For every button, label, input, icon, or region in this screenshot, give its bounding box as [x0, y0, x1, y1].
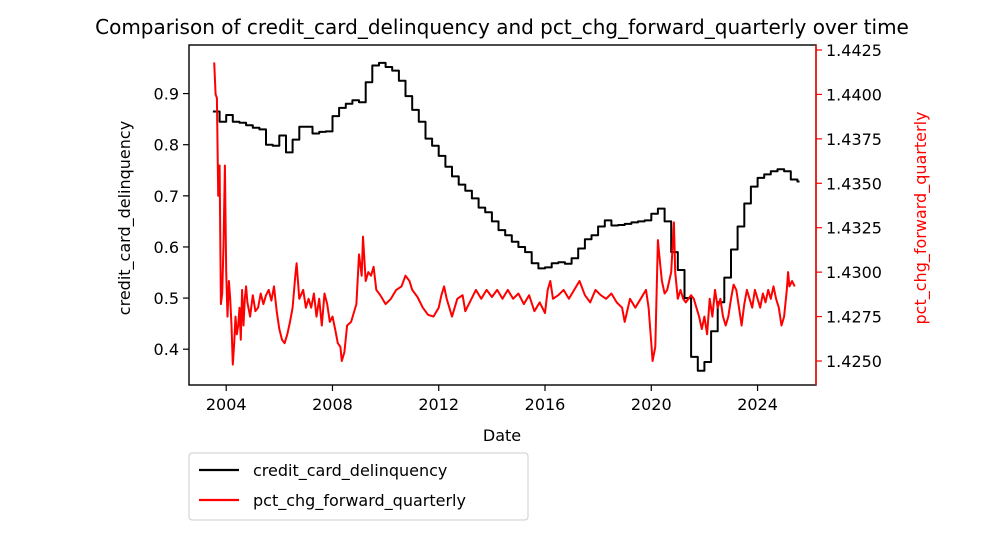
series-line-pct-chg-forward-quarterly	[213, 62, 796, 366]
y-right-tick-label: 1.4350	[826, 174, 882, 193]
series-line-credit-card-delinquency	[212, 61, 800, 372]
y-right-tick-label: 1.4250	[826, 352, 882, 371]
y-right-tick-label: 1.4300	[826, 263, 882, 282]
y-axis-right-label: pct_chg_forward_quarterly	[911, 112, 931, 325]
x-tick-label: 2004	[206, 395, 247, 414]
x-axis: 2004 2008 2012 2016 2020 2024	[206, 385, 778, 414]
y-left-tick-label: 0.9	[154, 85, 179, 104]
legend-box	[188, 452, 529, 521]
y-axis-left: 0.4 0.5 0.6 0.7 0.8 0.9	[154, 85, 189, 359]
x-tick-label: 2020	[631, 395, 672, 414]
legend-label-pct-chg-forward-quarterly: pct_chg_forward_quarterly	[253, 491, 466, 511]
plot-frame	[188, 44, 817, 386]
legend: credit_card_delinquency pct_chg_forward_…	[188, 452, 529, 521]
y-left-tick-label: 0.6	[154, 238, 179, 257]
x-axis-label: Date	[483, 426, 521, 445]
y-right-tick-label: 1.4275	[826, 308, 882, 327]
y-axis-left-label: credit_card_delinquency	[115, 121, 135, 315]
y-right-tick-label: 1.4325	[826, 219, 882, 238]
x-tick-label: 2024	[737, 395, 778, 414]
y-left-tick-label: 0.4	[154, 340, 179, 359]
y-left-tick-label: 0.8	[154, 136, 179, 155]
x-tick-label: 2016	[525, 395, 566, 414]
y-left-tick-label: 0.5	[154, 289, 179, 308]
y-axis-right: 1.4250 1.4275 1.4300 1.4325 1.4350 1.4375 1.44…	[815, 41, 882, 385]
y-right-tick-label: 1.4400	[826, 85, 882, 104]
x-tick-label: 2012	[418, 395, 459, 414]
y-right-tick-label: 1.4425	[826, 41, 882, 60]
chart-title: Comparison of credit_card_delinquency an…	[95, 15, 909, 39]
legend-label-credit-card-delinquency: credit_card_delinquency	[253, 461, 447, 481]
y-right-tick-label: 1.4375	[826, 130, 882, 149]
y-left-tick-label: 0.7	[154, 187, 179, 206]
x-tick-label: 2008	[312, 395, 353, 414]
plot-lines	[212, 61, 800, 372]
